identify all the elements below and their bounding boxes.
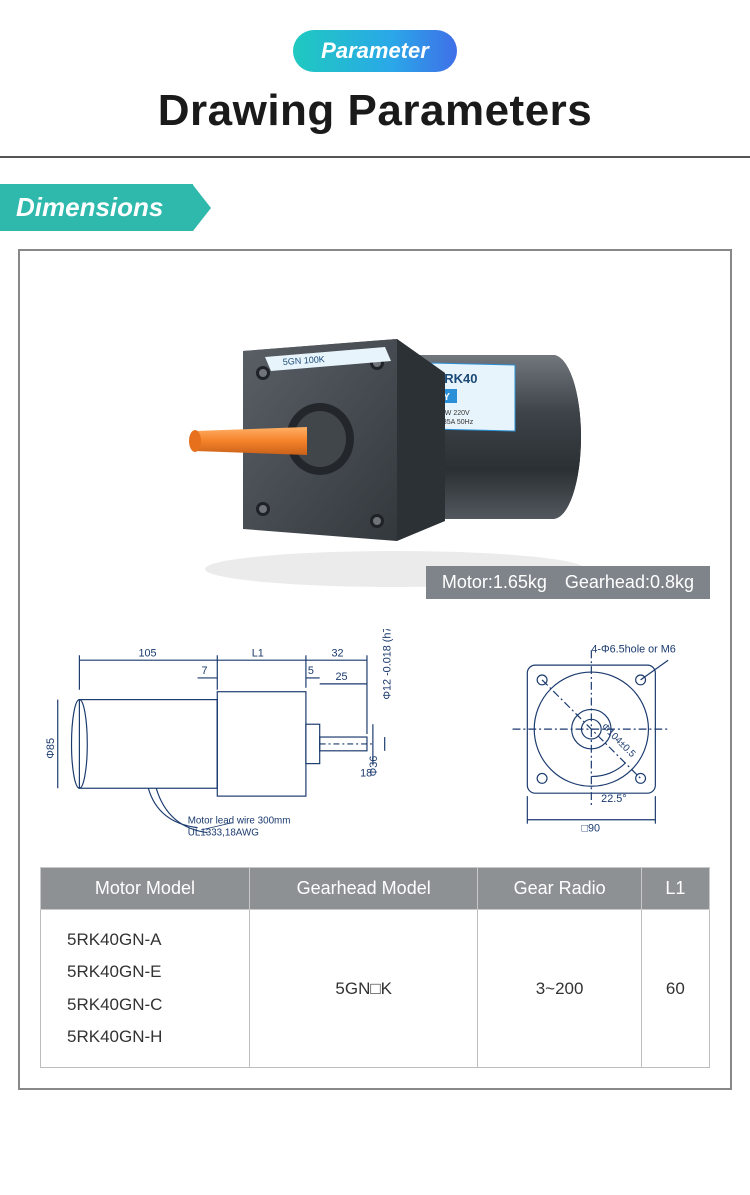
svg-text:32: 32: [332, 647, 344, 659]
svg-text:25: 25: [335, 671, 347, 683]
front-view-drawing: 4-Φ6.5hole or M6 Φ104±0.5 22.5° □90: [483, 629, 710, 849]
svg-text:□90: □90: [582, 823, 601, 835]
parameter-table: Motor Model Gearhead Model Gear Radio L1…: [40, 867, 710, 1068]
svg-text:105: 105: [138, 647, 156, 659]
cell-motor-models: 5RK40GN-A 5RK40GN-E 5RK40GN-C 5RK40GN-H: [41, 910, 250, 1068]
dimensions-section-label: Dimensions: [0, 184, 211, 231]
gearhead-weight: Gearhead:0.8kg: [565, 572, 694, 593]
side-view-drawing: 105 L1 32 7 5 25 Φ12 -0.018 (h7) Φ36: [40, 629, 463, 849]
svg-text:L1: L1: [252, 647, 264, 659]
table-header-row: Motor Model Gearhead Model Gear Radio L1: [41, 868, 710, 910]
svg-text:4-Φ6.5hole or M6: 4-Φ6.5hole or M6: [592, 643, 676, 655]
col-gearhead-model: Gearhead Model: [249, 868, 478, 910]
motor-weight: Motor:1.65kg: [442, 572, 547, 593]
svg-text:22.5°: 22.5°: [602, 793, 627, 805]
svg-text:7: 7: [202, 665, 208, 677]
col-motor-model: Motor Model: [41, 868, 250, 910]
svg-text:5: 5: [308, 665, 314, 677]
product-photo-region: 5RK40 LY 40W 220V 0.35A 50Hz 5GN 100K: [20, 251, 730, 609]
dimensions-label-text: Dimensions: [0, 184, 193, 231]
svg-text:Φ104±0.5: Φ104±0.5: [600, 722, 639, 761]
parameter-badge: Parameter: [293, 30, 457, 72]
technical-drawings: 105 L1 32 7 5 25 Φ12 -0.018 (h7) Φ36: [20, 609, 730, 859]
cell-gearhead-model: 5GN□K: [249, 910, 478, 1068]
cell-gear-ratio: 3~200: [478, 910, 641, 1068]
col-gear-ratio: Gear Radio: [478, 868, 641, 910]
svg-text:Φ12 -0.018 (h7): Φ12 -0.018 (h7): [382, 629, 394, 700]
svg-text:18: 18: [360, 767, 372, 779]
divider: [0, 156, 750, 158]
svg-text:Motor lead wire 300mm: Motor lead wire 300mm: [188, 816, 291, 827]
svg-text:UL1333,18AWG: UL1333,18AWG: [188, 828, 259, 839]
dimensions-panel: 5RK40 LY 40W 220V 0.35A 50Hz 5GN 100K: [18, 249, 732, 1090]
page-header: Parameter Drawing Parameters: [0, 0, 750, 136]
page-title: Drawing Parameters: [0, 86, 750, 136]
table-row: 5RK40GN-A 5RK40GN-E 5RK40GN-C 5RK40GN-H …: [41, 910, 710, 1068]
label-arrow-icon: [193, 185, 211, 231]
cell-l1: 60: [641, 910, 709, 1068]
svg-text:Φ85: Φ85: [45, 738, 57, 759]
weight-bar: Motor:1.65kg Gearhead:0.8kg: [426, 566, 710, 599]
col-l1: L1: [641, 868, 709, 910]
motor-photo-illustration: 5RK40 LY 40W 220V 0.35A 50Hz 5GN 100K: [135, 279, 615, 599]
